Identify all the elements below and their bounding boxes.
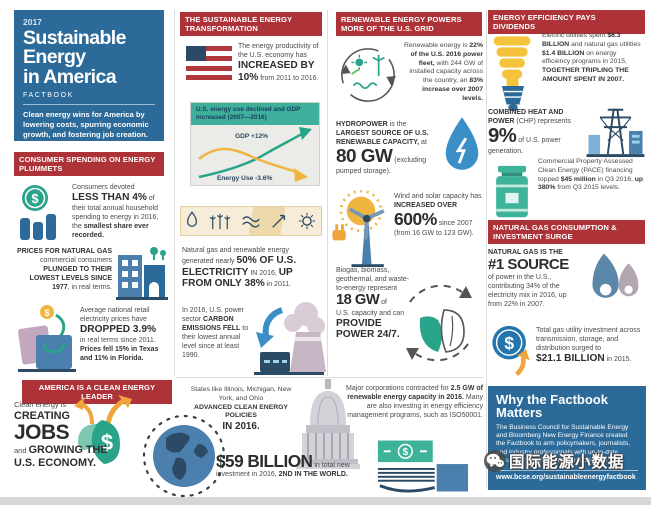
dollar-up-icon: $ bbox=[490, 324, 532, 378]
divider bbox=[327, 10, 328, 376]
stat-state-policies: States like Illinois, Michigan, New York… bbox=[190, 386, 292, 433]
svg-text:$: $ bbox=[101, 430, 113, 455]
gdp-energy-chart: U.S. energy use declined and GDP increas… bbox=[190, 102, 320, 186]
money-hand-icon: $ bbox=[372, 438, 470, 496]
section-header-transformation: THE SUSTAINABLE ENERGY TRANSFORMATION bbox=[180, 12, 322, 37]
divider bbox=[176, 377, 484, 378]
capitol-icon bbox=[296, 377, 360, 477]
cfl-bulb-icon bbox=[490, 32, 536, 118]
page-title: Sustainable Energy in America bbox=[23, 27, 126, 88]
stat-total-investment: $59 BILLION in total new investment in 2… bbox=[216, 451, 350, 479]
wechat-icon bbox=[484, 450, 506, 472]
stat-electricity-prices: Average national retail electricity pric… bbox=[80, 307, 159, 363]
svg-text:$: $ bbox=[44, 308, 49, 318]
chart-label-gdp: GDP +12% bbox=[235, 133, 269, 140]
us-flag-icon bbox=[186, 44, 234, 82]
energy-strip-icons bbox=[180, 206, 322, 236]
stat-natgas-source-block: NATURAL GAS IS THE #1 SOURCE of power in… bbox=[488, 248, 645, 310]
hydro-wave-icon bbox=[241, 211, 261, 231]
stat-corporate-procurement: Major corporations contracted for 2.5 GW… bbox=[346, 385, 483, 420]
wind-turbines-icon bbox=[208, 211, 232, 231]
section-header-natural-gas: NATURAL GAS CONSUMPTION & INVESTMENT SUR… bbox=[488, 220, 645, 245]
factbook-body: The Business Council for Sustainable Ene… bbox=[496, 423, 631, 465]
stat-wind-solar: Wind and solar capacity has INCREASED OV… bbox=[394, 193, 482, 237]
watermark-text: 国际能源小数据 bbox=[509, 454, 625, 471]
flame-icon bbox=[185, 211, 199, 231]
stat-energy-productivity: The energy productivity of the U.S. econ… bbox=[238, 43, 319, 83]
stat-gas-utility-investment: Total gas utility investment across tran… bbox=[536, 327, 641, 365]
masthead: 2017 Sustainable Energy in America FACTB… bbox=[14, 10, 164, 141]
divider bbox=[496, 469, 638, 471]
svg-text:$: $ bbox=[504, 333, 514, 353]
factbook-matters-box: Why the Factbook Matters The Business Co… bbox=[488, 386, 646, 490]
stat-renewable-fleet: Renewable energy is 22% of the U.S. 2016… bbox=[404, 42, 483, 102]
watermark: 国际能源小数据 bbox=[484, 450, 648, 472]
svg-text:$: $ bbox=[403, 447, 409, 458]
dollar-coin-bars-icon: $ bbox=[16, 184, 66, 242]
pylon-icon bbox=[586, 102, 645, 158]
stat-household-spending: Consumers devoted LESS THAN 4% of their … bbox=[72, 184, 159, 240]
stat-biogas: Biogas, biomass, geothermal, and waste-t… bbox=[336, 267, 410, 341]
stat-natgas-source: NATURAL GAS IS THE #1 SOURCE of power in… bbox=[488, 249, 569, 309]
stat-natgas-prices: PRICES FOR NATURAL GAS commercial consum… bbox=[16, 248, 112, 292]
leaf-dollar-icon: $ bbox=[66, 392, 136, 470]
sun-icon bbox=[297, 211, 317, 231]
sun-turbine-icon bbox=[330, 190, 392, 268]
stat-hydropower: HYDROPOWER is the LARGEST SOURCE OF U.S.… bbox=[336, 121, 429, 176]
stat-electricity-mix: Natural gas and renewable energy generat… bbox=[182, 247, 297, 290]
chart-title: U.S. energy use declined and GDP increas… bbox=[191, 103, 319, 125]
chart-label-energy-use: Energy Use -3.6% bbox=[217, 175, 273, 182]
stat-carbon-emissions: In 2016, U.S. power sector CARBON EMISSI… bbox=[182, 307, 249, 360]
masthead-subtitle: FACTBOOK bbox=[23, 92, 155, 105]
chart-plot-area: GDP +12% Energy Use -3.6% bbox=[191, 125, 319, 185]
shopping-bags-icon: $ bbox=[16, 303, 78, 373]
factbook-title: Why the Factbook Matters bbox=[496, 392, 608, 421]
chart-lines bbox=[198, 127, 312, 182]
gas-flames-icon bbox=[581, 250, 645, 308]
leaf-cycle-icon bbox=[396, 280, 482, 366]
divider bbox=[486, 10, 487, 489]
section-header-clean-energy-leader: AMERICA IS A CLEAN ENERGY LEADER bbox=[22, 380, 172, 405]
factbook-url[interactable]: www.bcse.org/sustainableenergyfactbook bbox=[496, 473, 636, 481]
svg-text:$: $ bbox=[31, 191, 39, 206]
section-header-efficiency: ENERGY EFFICIENCY PAYS DIVIDENDS bbox=[488, 10, 645, 35]
section-header-renewables: RENEWABLE ENERGY POWERS MORE OF THE U.S.… bbox=[336, 12, 482, 37]
stat-clean-energy-jobs: Clean energy is CREATING JOBS and GROWIN… bbox=[14, 400, 108, 469]
masthead-tagline: Clean energy wins for America by lowerin… bbox=[23, 109, 149, 139]
city-buildings-icon bbox=[116, 243, 168, 301]
globe-icon bbox=[142, 414, 226, 498]
divider bbox=[174, 10, 175, 376]
frame-bottom bbox=[0, 497, 651, 505]
masthead-year: 2017 bbox=[23, 17, 42, 27]
savings-jar-icon bbox=[490, 164, 534, 220]
renewables-cycle-icon bbox=[338, 44, 398, 106]
stat-chp: COMBINED HEAT AND POWER (CHP) represents… bbox=[488, 109, 571, 156]
stat-utility-efficiency-spend: Electric utilities spent $6.3 BILLION an… bbox=[542, 32, 641, 84]
power-plant-icon bbox=[248, 298, 328, 378]
section-header-consumer-spending: CONSUMER SPENDING ON ENERGY PLUMMETS bbox=[14, 152, 164, 177]
stat-pace-financing: Commercial Property Assessed Clean Energ… bbox=[538, 158, 644, 192]
transfer-arrow-icon bbox=[270, 211, 288, 231]
water-drop-icon bbox=[440, 114, 484, 176]
